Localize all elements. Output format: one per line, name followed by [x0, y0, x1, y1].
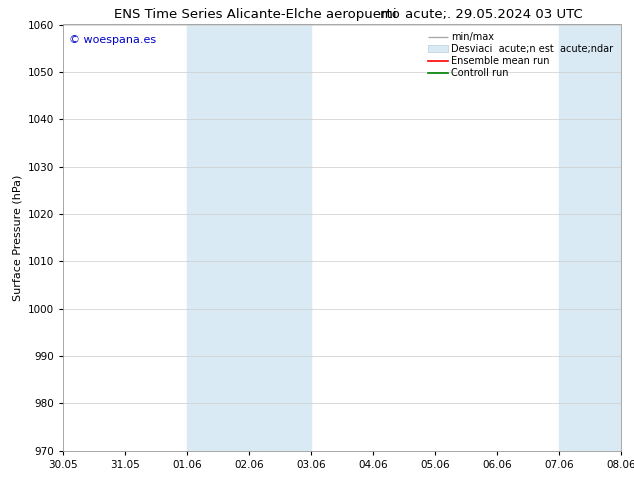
Y-axis label: Surface Pressure (hPa): Surface Pressure (hPa) — [13, 174, 23, 301]
Bar — [188, 24, 311, 451]
Text: ENS Time Series Alicante-Elche aeropuerto: ENS Time Series Alicante-Elche aeropuert… — [114, 8, 400, 21]
Legend: min/max, Desviaci  acute;n est  acute;ndar, Ensemble mean run, Controll run: min/max, Desviaci acute;n est acute;ndar… — [425, 29, 616, 81]
Text: © woespana.es: © woespana.es — [69, 35, 156, 45]
Text: mi  acute;. 29.05.2024 03 UTC: mi acute;. 29.05.2024 03 UTC — [380, 8, 583, 21]
Bar — [559, 24, 634, 451]
